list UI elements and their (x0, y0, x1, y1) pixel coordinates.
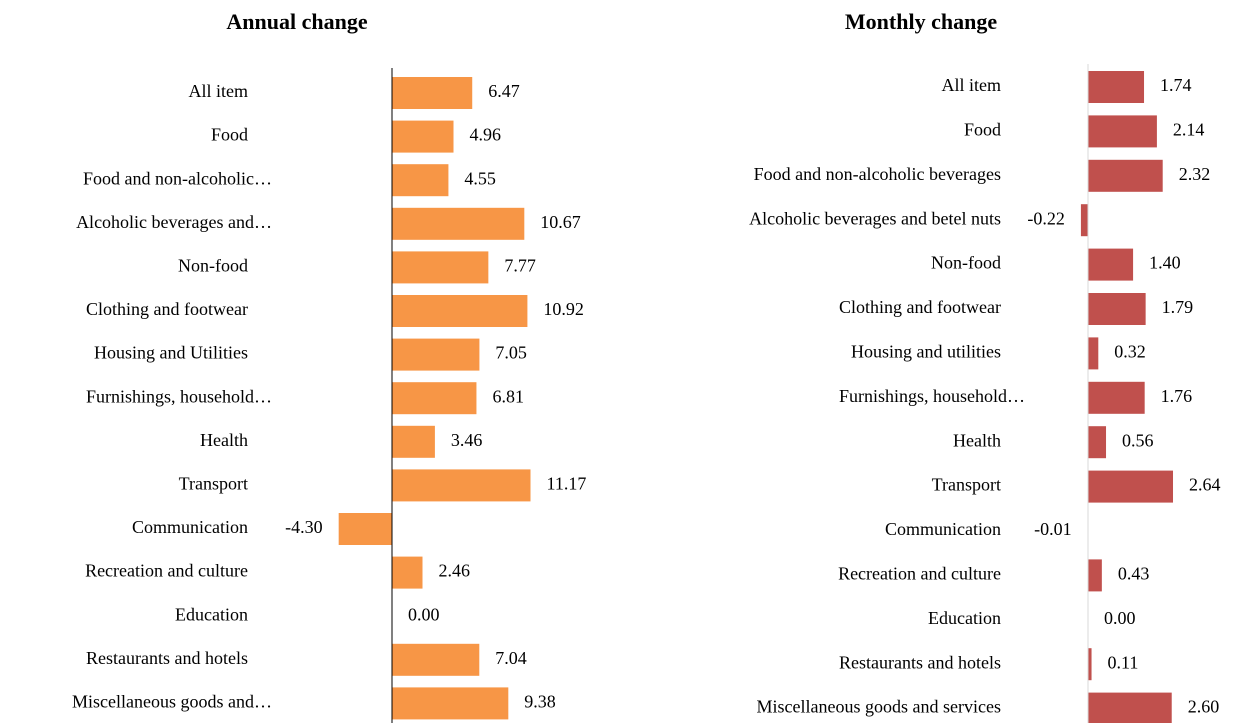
bar (1080, 204, 1088, 237)
category-label: Recreation and culture (85, 561, 248, 581)
category-label: Restaurants and hotels (86, 648, 248, 668)
bar (1088, 381, 1145, 414)
bar (392, 295, 528, 327)
category-label: Furnishings, household… (839, 386, 1025, 406)
bar (338, 513, 392, 545)
bar (1088, 692, 1172, 723)
value-label: 1.74 (1160, 75, 1192, 95)
value-label: 1.79 (1162, 297, 1194, 317)
bar (392, 382, 477, 415)
bar (392, 425, 435, 458)
value-label: 6.47 (488, 81, 520, 101)
bar (392, 207, 525, 240)
value-label: 9.38 (524, 692, 556, 712)
category-label: Food and non-alcoholic… (83, 168, 272, 188)
category-label: Food (211, 125, 248, 145)
value-label: 7.77 (504, 256, 536, 276)
bar (392, 164, 449, 197)
category-label: Housing and utilities (851, 342, 1001, 362)
bar (392, 687, 509, 720)
value-label: 4.55 (464, 168, 496, 188)
bar (392, 338, 480, 371)
bar (1088, 71, 1145, 103)
bar (1088, 159, 1163, 192)
category-label: Non-food (178, 256, 248, 276)
category-label: Restaurants and hotels (839, 652, 1001, 672)
value-label: 0.32 (1114, 342, 1146, 362)
value-label: 4.96 (470, 125, 502, 145)
category-label: Education (175, 604, 248, 624)
value-label: 0.43 (1118, 564, 1150, 584)
category-label: All item (189, 81, 249, 101)
value-label: 1.40 (1149, 253, 1181, 273)
category-label: Clothing and footwear (839, 297, 1001, 317)
category-label: Food (964, 120, 1001, 140)
value-label: 2.64 (1189, 475, 1221, 495)
value-label: 0.56 (1122, 430, 1154, 450)
value-label: 6.81 (492, 386, 523, 406)
category-label: Housing and Utilities (94, 343, 248, 363)
value-label: -4.30 (285, 517, 323, 537)
value-label: 11.17 (547, 474, 587, 494)
bar (1088, 293, 1146, 325)
category-label: Recreation and culture (838, 564, 1001, 584)
bar (392, 643, 480, 676)
value-label: 2.60 (1188, 697, 1220, 717)
bar (392, 556, 423, 589)
category-label: Miscellaneous goods and services (757, 697, 1001, 717)
value-label: 0.00 (408, 604, 440, 624)
value-label: 2.14 (1173, 120, 1205, 140)
value-label: 0.00 (1104, 608, 1136, 628)
category-label: Food and non-alcoholic beverages (754, 164, 1001, 184)
category-label: Alcoholic beverages and betel nuts (749, 208, 1001, 228)
category-label: Health (200, 430, 248, 450)
category-label: Transport (179, 474, 248, 494)
value-label: 10.67 (540, 212, 581, 232)
bar (392, 77, 473, 109)
bar (392, 469, 531, 502)
category-label: Alcoholic beverages and… (76, 212, 272, 232)
category-label: Communication (885, 519, 1001, 539)
bar (1088, 559, 1102, 592)
bar (1088, 248, 1134, 281)
value-label: 1.76 (1161, 386, 1193, 406)
category-label: All item (942, 75, 1002, 95)
value-label: 7.05 (495, 343, 527, 363)
value-label: 0.11 (1108, 652, 1139, 672)
value-label: 2.46 (439, 561, 471, 581)
bar (1088, 648, 1092, 681)
chart-title: Annual change (226, 9, 367, 34)
bar (392, 120, 454, 153)
bar (1088, 426, 1107, 459)
value-label: 7.04 (495, 648, 527, 668)
bar (1088, 337, 1099, 370)
category-label: Non-food (931, 253, 1001, 273)
category-label: Communication (132, 517, 248, 537)
value-label: 10.92 (543, 299, 584, 319)
category-label: Miscellaneous goods and… (72, 692, 272, 712)
chart-title: Monthly change (845, 9, 997, 34)
category-label: Health (953, 430, 1001, 450)
bar (1088, 115, 1157, 148)
value-label: 3.46 (451, 430, 483, 450)
bar (1088, 470, 1174, 503)
bar (392, 251, 489, 284)
value-label: -0.01 (1034, 519, 1072, 539)
category-label: Furnishings, household… (86, 386, 272, 406)
category-label: Education (928, 608, 1001, 628)
value-label: 2.32 (1179, 164, 1211, 184)
category-label: Clothing and footwear (86, 299, 248, 319)
value-label: -0.22 (1027, 208, 1065, 228)
category-label: Transport (932, 475, 1001, 495)
